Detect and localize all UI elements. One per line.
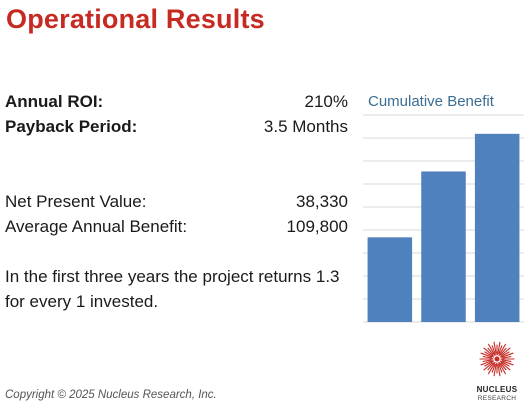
copyright-text: Copyright © 2025 Nucleus Research, Inc. <box>5 389 217 401</box>
average-annual-benefit-label: Average Annual Benefit: <box>5 217 188 236</box>
average-annual-benefit-value: 109,800 <box>286 217 348 236</box>
logo-wordmark: NUCLEUS <box>476 385 518 394</box>
npv-value: 38,330 <box>296 192 348 211</box>
annual-roi-label: Annual ROI: <box>5 92 104 111</box>
summary-note: In the first three years the project ret… <box>5 267 340 311</box>
page-title: Operational Results <box>6 4 265 34</box>
chart-bar <box>421 171 466 322</box>
chart-title: Cumulative Benefit <box>368 93 494 110</box>
logo-subtext: RESEARCH <box>477 395 517 402</box>
chart-bar <box>474 133 520 322</box>
npv-label: Net Present Value: <box>5 192 147 211</box>
payback-period-label: Payback Period: <box>5 117 138 136</box>
annual-roi-value: 210% <box>304 92 348 111</box>
chart-bars <box>367 133 520 322</box>
chart-bar <box>367 237 413 322</box>
payback-period-value: 3.5 Months <box>263 117 348 136</box>
nucleus-logo-icon <box>479 341 515 377</box>
